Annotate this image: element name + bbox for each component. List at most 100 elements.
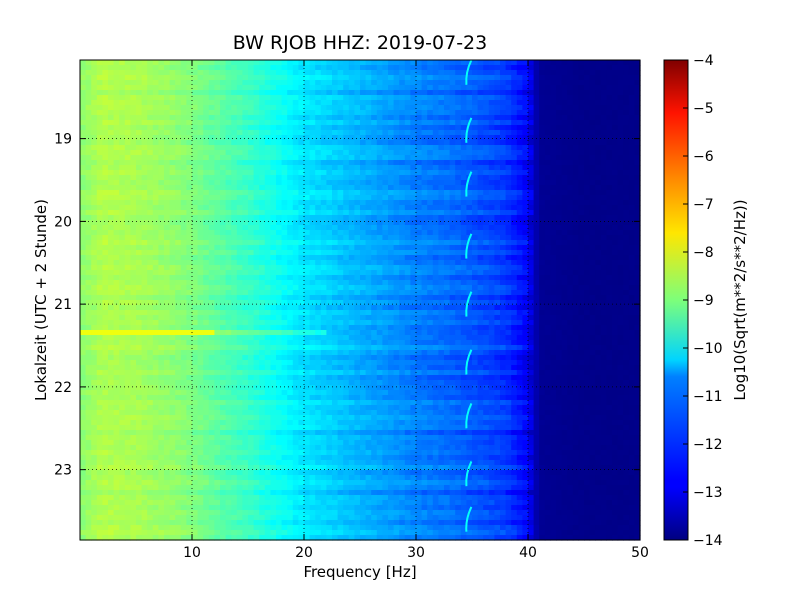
heatmap-cell	[544, 130, 551, 136]
heatmap-cell	[488, 190, 495, 196]
heatmap-cell	[522, 300, 529, 306]
heatmap-cell	[511, 155, 518, 161]
heatmap-cell	[505, 200, 512, 206]
heatmap-cell	[320, 120, 327, 126]
heatmap-cell	[460, 270, 467, 276]
heatmap-cell	[455, 280, 462, 286]
heatmap-cell	[130, 145, 137, 151]
heatmap-cell	[85, 275, 92, 281]
heatmap-cell	[320, 285, 327, 291]
heatmap-cell	[477, 215, 484, 221]
heatmap-cell	[164, 200, 171, 206]
heatmap-cell	[180, 165, 187, 171]
heatmap-cell	[612, 160, 619, 166]
heatmap-cell	[253, 240, 260, 246]
heatmap-cell	[522, 265, 529, 271]
heatmap-cell	[522, 90, 529, 96]
heatmap-cell	[91, 165, 98, 171]
heatmap-cell	[561, 110, 568, 116]
heatmap-cell	[192, 160, 199, 166]
heatmap-cell	[472, 70, 479, 76]
heatmap-cell	[309, 185, 316, 191]
heatmap-cell	[595, 155, 602, 161]
heatmap-cell	[281, 115, 288, 121]
heatmap-cell	[606, 290, 613, 296]
heatmap-cell	[404, 155, 411, 161]
heatmap-cell	[264, 145, 271, 151]
heatmap-cell	[595, 240, 602, 246]
heatmap-cell	[309, 155, 316, 161]
heatmap-cell	[617, 185, 624, 191]
heatmap-cell	[287, 275, 294, 281]
heatmap-cell	[203, 105, 210, 111]
heatmap-cell	[203, 60, 210, 66]
heatmap-cell	[180, 125, 187, 131]
heatmap-cell	[136, 165, 143, 171]
heatmap-cell	[511, 265, 518, 271]
heatmap-cell	[561, 125, 568, 131]
heatmap-cell	[612, 215, 619, 221]
heatmap-cell	[281, 270, 288, 276]
heatmap-cell	[315, 200, 322, 206]
heatmap-cell	[382, 140, 389, 146]
heatmap-cell	[500, 240, 507, 246]
heatmap-cell	[164, 205, 171, 211]
heatmap-cell	[337, 265, 344, 271]
heatmap-cell	[203, 195, 210, 201]
heatmap-cell	[80, 275, 87, 281]
heatmap-cell	[85, 145, 92, 151]
heatmap-cell	[304, 265, 311, 271]
heatmap-cell	[169, 100, 176, 106]
heatmap-cell	[578, 285, 585, 291]
heatmap-cell	[248, 230, 255, 236]
heatmap-cell	[444, 135, 451, 141]
heatmap-cell	[259, 245, 266, 251]
heatmap-cell	[169, 140, 176, 146]
heatmap-cell	[152, 220, 159, 226]
heatmap-cell	[259, 255, 266, 261]
heatmap-cell	[432, 270, 439, 276]
heatmap-cell	[175, 250, 182, 256]
heatmap-cell	[270, 160, 277, 166]
heatmap-cell	[80, 75, 87, 81]
heatmap-cell	[595, 210, 602, 216]
heatmap-cell	[612, 270, 619, 276]
heatmap-cell	[561, 210, 568, 216]
heatmap-cell	[315, 250, 322, 256]
heatmap-cell	[343, 300, 350, 306]
heatmap-cell	[214, 225, 221, 231]
heatmap-cell	[466, 135, 473, 141]
heatmap-cell	[606, 205, 613, 211]
heatmap-cell	[152, 210, 159, 216]
heatmap-cell	[388, 215, 395, 221]
heatmap-cell	[544, 195, 551, 201]
heatmap-cell	[556, 105, 563, 111]
heatmap-cell	[164, 165, 171, 171]
heatmap-cell	[337, 115, 344, 121]
heatmap-cell	[309, 100, 316, 106]
heatmap-cell	[169, 240, 176, 246]
heatmap-cell	[516, 140, 523, 146]
heatmap-cell	[606, 225, 613, 231]
heatmap-cell	[500, 65, 507, 71]
heatmap-cell	[494, 195, 501, 201]
heatmap-cell	[404, 260, 411, 266]
heatmap-cell	[444, 265, 451, 271]
heatmap-cell	[343, 160, 350, 166]
heatmap-cell	[287, 80, 294, 86]
heatmap-cell	[180, 95, 187, 101]
heatmap-cell	[432, 85, 439, 91]
heatmap-cell	[416, 170, 423, 176]
heatmap-cell	[264, 130, 271, 136]
heatmap-cell	[248, 225, 255, 231]
heatmap-cell	[600, 155, 607, 161]
heatmap-cell	[393, 305, 400, 311]
heatmap-cell	[382, 155, 389, 161]
heatmap-cell	[141, 235, 148, 241]
heatmap-cell	[315, 245, 322, 251]
heatmap-cell	[556, 225, 563, 231]
heatmap-cell	[393, 280, 400, 286]
heatmap-cell	[124, 145, 131, 151]
heatmap-cell	[438, 90, 445, 96]
heatmap-cell	[332, 300, 339, 306]
